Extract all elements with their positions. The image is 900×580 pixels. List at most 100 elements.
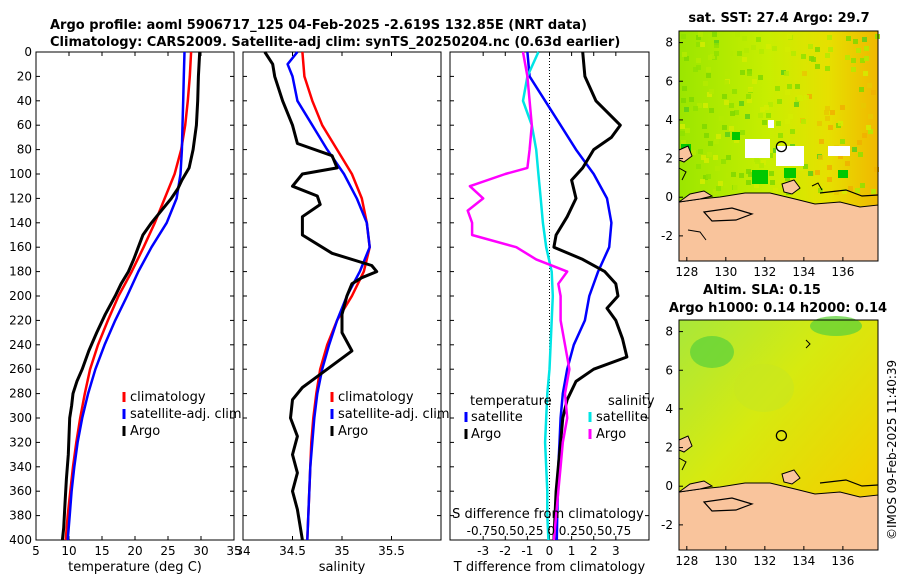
map-ytick-label: 8 — [665, 36, 673, 50]
legend-title-salinity: salinity — [608, 394, 655, 409]
sst-pixel — [726, 155, 731, 160]
difference-xtick-label: -2 — [499, 544, 511, 558]
sst-pixel — [788, 114, 793, 119]
difference-xtick-label: -3 — [477, 544, 489, 558]
temperature-series-climatology — [64, 51, 193, 541]
sst-pixel — [838, 121, 843, 126]
sst-pixel — [737, 51, 742, 56]
sst-pixel — [728, 51, 733, 56]
sst-pixel — [682, 86, 687, 91]
temperature-xtick-label: 25 — [160, 544, 175, 558]
sst-pixel — [762, 120, 767, 125]
sst-pixel — [851, 67, 856, 72]
sst-pixel — [744, 48, 749, 53]
sst-pixel — [827, 35, 832, 40]
sst-pixel — [776, 121, 781, 126]
sla-map-frame — [678, 319, 879, 551]
sst-pixel — [773, 148, 778, 153]
map-ytick-label: 0 — [665, 190, 673, 204]
sst-pixel — [868, 114, 873, 119]
sst-pixel — [759, 49, 764, 54]
sst-pixel — [718, 181, 723, 186]
sla-argo-marker — [775, 429, 788, 442]
depth-tick-label: 120 — [9, 191, 32, 205]
sst-pixel — [871, 189, 876, 194]
sst-pixel — [725, 71, 730, 76]
difference-xtick-label: 0 — [546, 544, 554, 558]
map-xtick-label: 128 — [675, 265, 698, 279]
sst-pixel — [729, 103, 734, 108]
sst-pixel — [740, 130, 745, 135]
map-ytick-label: 4 — [665, 113, 673, 127]
sst-pixel — [734, 110, 739, 115]
figure-title-line1: Argo profile: aoml 5906717_125 04-Feb-20… — [50, 18, 587, 33]
sst-pixel — [709, 108, 714, 113]
sst-pixel — [693, 67, 698, 72]
salinity-xtick-label: 34.5 — [279, 544, 306, 558]
sst-pixel — [867, 83, 872, 88]
sst-pixel — [714, 43, 719, 48]
temperature-xtick-label: 20 — [127, 544, 142, 558]
sst-pixel — [761, 160, 766, 165]
map-xtick-label: 132 — [753, 265, 776, 279]
temperature-xtick-label: 30 — [193, 544, 208, 558]
map-xtick-label: 130 — [714, 265, 737, 279]
sst-pixel — [769, 171, 774, 176]
difference-panel: -3 -2 -1 0 1 2 3 T difference from climatology t… — [449, 51, 655, 575]
sst-pixel — [748, 172, 753, 177]
depth-tick-label: 140 — [9, 216, 32, 230]
depth-tick-label: 180 — [9, 265, 32, 279]
sst-argo-marker — [775, 140, 788, 153]
sst-pixel — [772, 46, 777, 51]
sst-pixel — [781, 70, 786, 75]
sst-pixel — [682, 52, 687, 57]
sst-pixel — [751, 45, 756, 50]
map-ytick-label: 4 — [665, 402, 673, 416]
map-ytick-label: -2 — [661, 229, 673, 243]
sst-pixel — [868, 129, 873, 134]
depth-tick-label: 360 — [9, 484, 32, 498]
sst-pixel — [702, 124, 707, 129]
sst-pixel — [825, 116, 830, 121]
difference-xtick-label: 1 — [568, 544, 576, 558]
sst-pixel — [828, 47, 833, 52]
sst-pixel — [758, 75, 763, 80]
sst-pixel — [809, 56, 814, 61]
legend-entry-climatology: climatology — [338, 390, 414, 405]
sst-pixel — [760, 107, 765, 112]
salinity-xtick-label: 34 — [235, 544, 250, 558]
sst-pixel — [701, 155, 706, 160]
salinity-diff-axis-label: S difference from climatology — [452, 507, 644, 522]
sst-pixel — [703, 103, 708, 108]
depth-tick-label: 100 — [9, 167, 32, 181]
legend-entry-sal-satellite: satellite — [596, 410, 648, 425]
sst-land — [678, 145, 879, 262]
legend-entry-argo: Argo — [338, 424, 368, 439]
sst-pixel — [696, 65, 701, 70]
sst-pixel — [770, 180, 775, 185]
sst-pixel — [706, 67, 711, 72]
sst-pixel — [703, 175, 708, 180]
sst-pixel — [724, 80, 729, 85]
sst-pixel — [775, 86, 780, 91]
depth-tick-label: 60 — [17, 118, 32, 132]
sst-pixel — [691, 150, 696, 155]
sst-pixel — [856, 48, 861, 53]
sst-pixel — [817, 121, 822, 126]
sla-mid-blob — [734, 364, 794, 412]
sst-map — [678, 30, 880, 262]
sst-pixel — [685, 128, 690, 133]
depth-tick-label: 340 — [9, 460, 32, 474]
sst-pixel — [709, 89, 714, 94]
sst-map-frame — [678, 30, 879, 262]
sst-pixel — [696, 58, 701, 63]
difference-series-temperature-argo — [552, 51, 629, 541]
legend-entry-temp-argo: Argo — [471, 427, 501, 442]
sst-pixel — [739, 173, 744, 178]
map-xtick-label: 134 — [792, 265, 815, 279]
legend-entry-climatology: climatology — [130, 390, 206, 405]
imos-stamp: ©IMOS 09-Feb-2025 11:40:39 — [885, 360, 899, 540]
sst-pixel — [689, 97, 694, 102]
sst-pixel — [725, 132, 730, 137]
